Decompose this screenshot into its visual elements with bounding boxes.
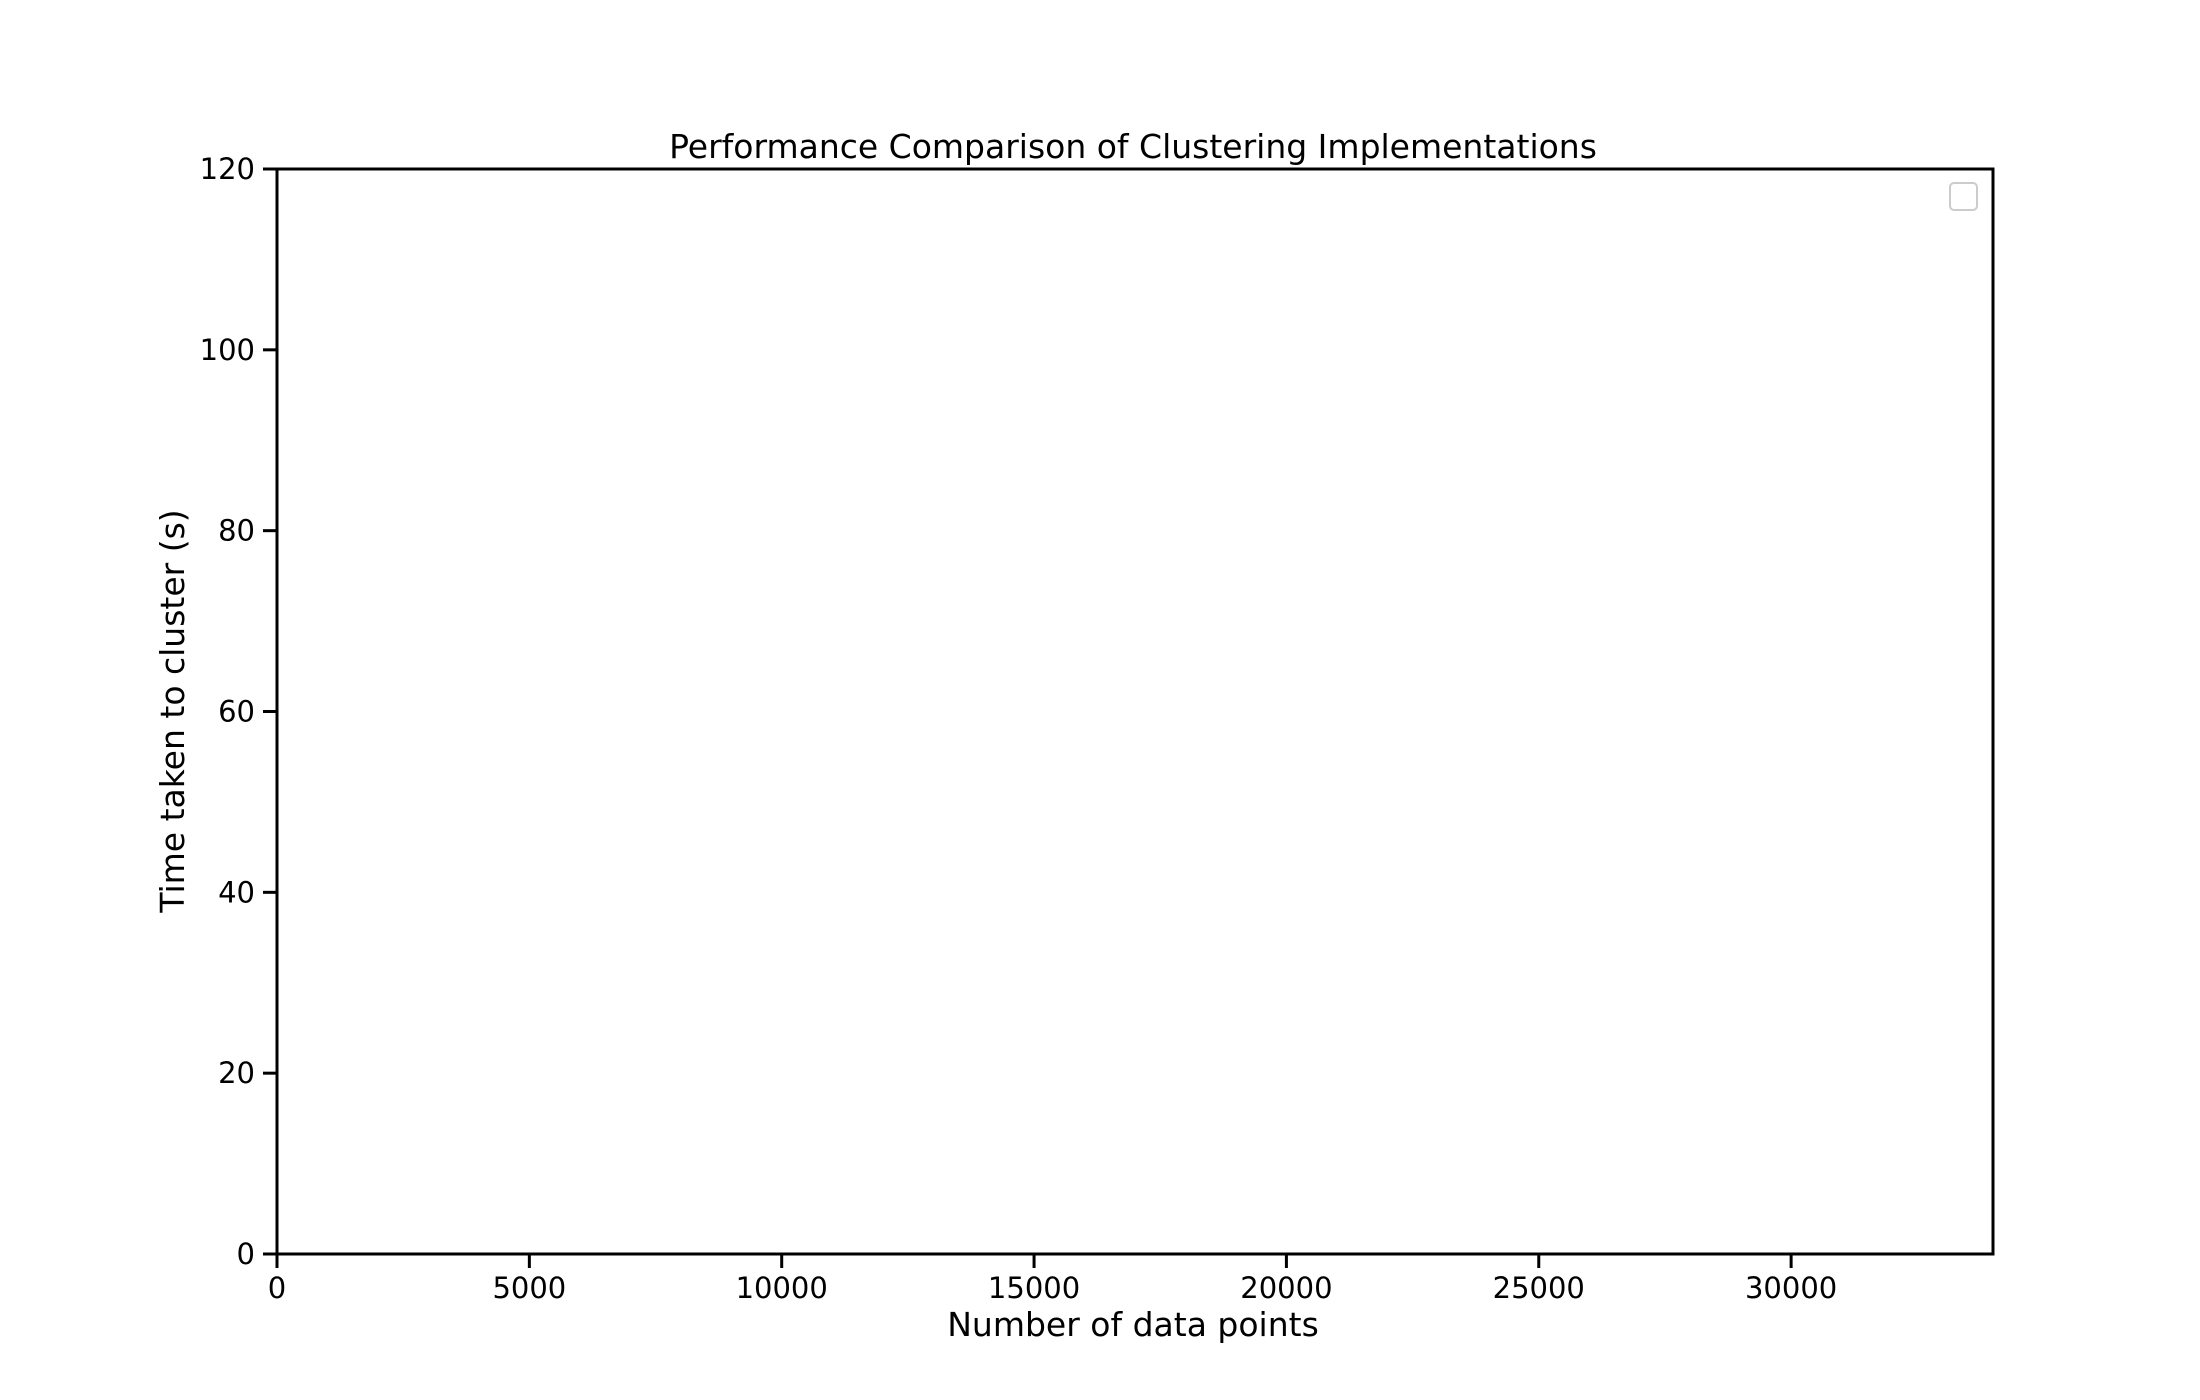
- x-tick-label: 5000: [492, 1271, 566, 1305]
- x-axis-label: Number of data points: [947, 1305, 1319, 1344]
- chart-title: Performance Comparison of Clustering Imp…: [669, 127, 1597, 166]
- y-tick-label: 40: [218, 875, 255, 909]
- y-tick-label: 20: [218, 1056, 255, 1090]
- x-tick-label: 25000: [1493, 1271, 1585, 1305]
- x-axis-ticks: 0 5000 10000 15000 20000 25000 30000: [268, 1254, 1837, 1305]
- x-tick-label: 30000: [1745, 1271, 1837, 1305]
- y-tick-label: 0: [237, 1237, 255, 1271]
- y-tick-label: 60: [218, 695, 255, 729]
- legend-box: [1949, 182, 1978, 211]
- y-axis-ticks: 0 20 40 60 80 100 120: [200, 152, 277, 1271]
- x-tick-label: 0: [268, 1271, 286, 1305]
- x-tick-label: 15000: [988, 1271, 1080, 1305]
- x-tick-label: 10000: [736, 1271, 828, 1305]
- y-tick-label: 80: [218, 514, 255, 548]
- y-axis-label: Time taken to cluster (s): [153, 509, 192, 913]
- y-tick-label: 100: [200, 333, 255, 367]
- x-tick-label: 20000: [1240, 1271, 1332, 1305]
- plot-frame: [275, 167, 1995, 1256]
- y-tick-label: 120: [200, 152, 255, 186]
